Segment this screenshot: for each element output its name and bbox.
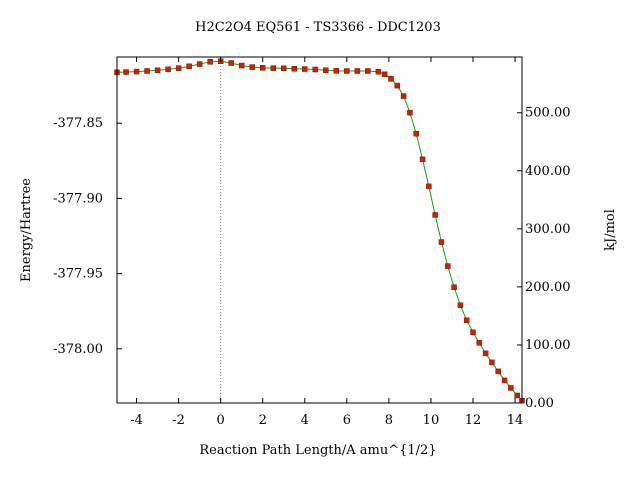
y2-tick-label: 200.00 — [525, 280, 571, 295]
data-point — [476, 340, 483, 346]
data-point — [426, 183, 432, 190]
data-point — [133, 68, 140, 75]
data-point — [291, 65, 298, 72]
x-tick-label: 0 — [217, 413, 225, 428]
data-point — [270, 65, 276, 71]
x-tick-label: 6 — [343, 413, 351, 428]
data-point — [463, 317, 470, 324]
data-point — [238, 62, 245, 69]
y2-axis-title: kJ/mol — [603, 209, 618, 251]
x-tick-label: 2 — [259, 413, 267, 428]
data-point — [207, 59, 213, 65]
data-point — [302, 66, 308, 72]
data-point — [365, 68, 371, 74]
x-tick-label: 10 — [423, 413, 440, 428]
data-point — [381, 71, 388, 78]
y2-tick-label: 300.00 — [525, 222, 571, 237]
data-point — [323, 67, 329, 73]
data-point — [186, 63, 192, 70]
y2-tick-label: 400.00 — [525, 164, 571, 179]
series-line — [116, 60, 523, 402]
plot-frame — [116, 56, 523, 404]
data-point — [375, 68, 382, 75]
data-point — [344, 68, 350, 74]
data-point — [451, 284, 457, 290]
data-point — [312, 66, 319, 73]
data-point — [438, 239, 445, 245]
data-point — [154, 67, 161, 73]
chart-title: H2C2O4 EQ561 - TS3366 - DDC1203 — [195, 20, 441, 35]
data-point — [165, 66, 171, 73]
y-axis-title: Energy/Hartree — [19, 178, 34, 282]
series-line-layer — [116, 60, 523, 402]
data-point — [470, 329, 476, 336]
x-tick-label: 12 — [465, 413, 482, 428]
data-point — [457, 302, 464, 308]
data-point — [514, 392, 520, 399]
data-point — [123, 69, 129, 75]
y2-tick-label: 100.00 — [525, 338, 571, 353]
y2-tick-label: 500.00 — [525, 106, 571, 121]
data-point — [388, 76, 394, 82]
data-point — [175, 65, 182, 71]
data-point — [394, 82, 401, 89]
data-point — [249, 64, 255, 70]
data-point — [259, 65, 266, 71]
y-tick-label: -377.90 — [53, 191, 103, 206]
data-point — [419, 156, 426, 163]
y-tick-label: -378.00 — [53, 342, 103, 357]
data-point — [489, 359, 495, 366]
x-tick-label: -2 — [172, 413, 185, 428]
data-point — [333, 68, 340, 74]
data-point — [144, 68, 150, 74]
data-point — [432, 212, 438, 218]
x-tick-label: 14 — [507, 413, 524, 428]
y-tick-label: -377.85 — [53, 116, 103, 131]
data-point — [400, 93, 407, 99]
y-tick-label: -377.95 — [53, 267, 103, 282]
data-point — [445, 263, 451, 269]
data-points-layer — [114, 58, 525, 404]
data-point — [508, 385, 514, 391]
data-point — [413, 130, 419, 137]
y2-tick-label: 0.00 — [525, 396, 554, 411]
data-point — [281, 65, 287, 72]
x-axis-title: Reaction Path Length/A amu^{1/2} — [199, 443, 436, 458]
data-point — [354, 68, 361, 74]
data-point — [228, 60, 234, 66]
data-point — [495, 368, 501, 375]
data-point — [196, 61, 203, 67]
axes-layer: -4 -2 0 2 4 6 8 10 12 14 -377.85 -377.90 -377.95 -378… — [53, 56, 571, 428]
data-point — [407, 109, 413, 116]
x-tick-label: -4 — [130, 413, 143, 428]
data-point — [501, 377, 508, 384]
x-tick-label: 4 — [301, 413, 309, 428]
x-tick-label: 8 — [385, 413, 393, 428]
data-point — [482, 350, 489, 357]
